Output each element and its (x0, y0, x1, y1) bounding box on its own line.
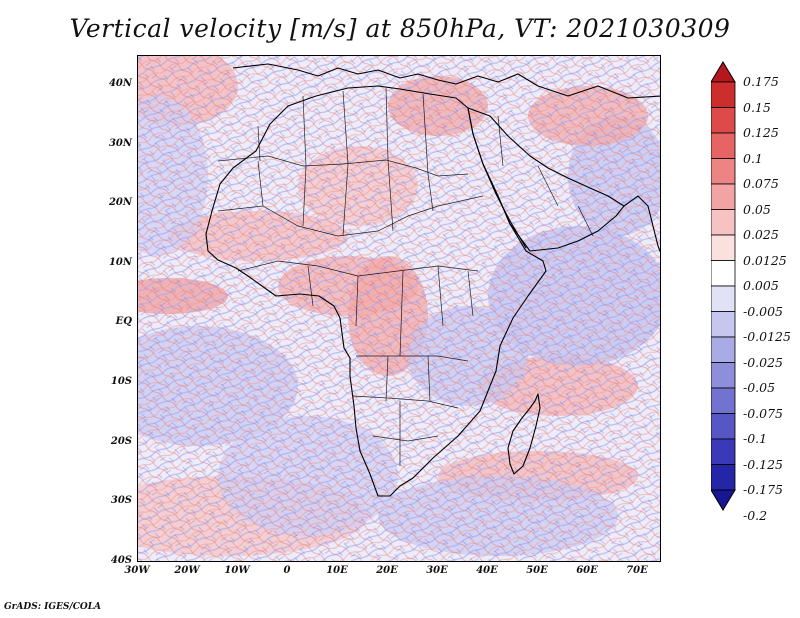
lon-label: 0 (283, 565, 291, 576)
colorbar-level-label: 0.075 (743, 176, 779, 191)
colorbar-segment (711, 336, 736, 363)
country-borders (217, 87, 594, 466)
lat-label: 40N (108, 78, 132, 89)
colorbar-segment (711, 362, 736, 389)
colorbar-level-label: 0.175 (743, 74, 779, 89)
lon-label: 20W (174, 565, 200, 576)
map-panel (137, 55, 661, 562)
lon-label: 30E (426, 565, 448, 576)
lat-label: 30N (108, 137, 132, 149)
colorbar-level-label: 0.125 (743, 125, 779, 140)
lon-label: 50E (526, 565, 548, 576)
colorbar-level-label: 0.0125 (743, 252, 787, 268)
map-title: Vertical velocity [m/s] at 850hPa, VT: 2… (69, 14, 731, 43)
colorbar-level-label: -0.175 (743, 482, 784, 497)
colorbar-level-label: -0.075 (743, 405, 784, 421)
lon-label: 10E (326, 565, 348, 576)
colorbar-segment (711, 234, 736, 261)
colorbar-level-label: -0.005 (743, 303, 784, 319)
lat-label: 40S (110, 554, 132, 566)
colorbar-min-arrow (711, 489, 736, 511)
field-texture-secondary (138, 56, 660, 561)
colorbar-segment (711, 81, 736, 108)
colorbar-segment (711, 311, 736, 338)
colorbar-segment (711, 132, 736, 159)
colorbar-segment (711, 260, 736, 287)
india-coastline (623, 195, 660, 253)
lat-label: 10N (108, 256, 132, 268)
lat-label: 20N (108, 197, 132, 209)
colorbar (711, 61, 736, 511)
colorbar-level-label: -0.025 (743, 354, 784, 370)
colorbar-segment (711, 413, 736, 440)
colorbar-level-label: -0.2 (743, 507, 768, 523)
arabia-coastline (467, 107, 625, 252)
colorbar-level-label: -0.05 (743, 380, 776, 395)
lon-label: 30W (124, 565, 150, 576)
lat-label: EQ (115, 316, 132, 328)
colorbar-segment (711, 107, 736, 134)
vertical-velocity-field (138, 56, 660, 561)
colorbar-level-label: 0.1 (743, 150, 763, 166)
credit-text: GrADS: IGES/COLA (4, 602, 102, 612)
lon-label: 60E (576, 565, 598, 576)
madagascar-coastline (507, 393, 541, 475)
colorbar-level-label: -0.125 (743, 456, 784, 472)
lon-label: 70E (626, 565, 648, 576)
colorbar-level-label: 0.15 (743, 99, 771, 115)
colorbar-segment (711, 438, 736, 465)
colorbar-level-label: 0.025 (743, 227, 779, 242)
colorbar-segment (711, 209, 736, 236)
colorbar-segment (711, 464, 736, 491)
lat-label: 10S (110, 376, 132, 387)
colorbar-level-label: 0.005 (743, 278, 779, 293)
lon-label: 40E (476, 565, 498, 576)
colorbar-segment (711, 387, 736, 414)
lat-label: 20S (110, 435, 132, 447)
lon-label: 20E (376, 565, 398, 576)
colorbar-level-label: -0.0125 (743, 329, 791, 344)
lat-label: 30S (110, 495, 132, 507)
colorbar-max-arrow (711, 61, 736, 83)
coastlines (205, 63, 660, 497)
lon-label: 10W (224, 565, 250, 576)
colorbar-segment (711, 158, 736, 185)
africa-coastline (205, 85, 547, 497)
colorbar-segment (711, 285, 736, 312)
colorbar-segment (711, 183, 736, 210)
europe-coastline (232, 63, 660, 99)
colorbar-level-label: -0.1 (743, 431, 768, 446)
colorbar-level-label: 0.05 (743, 201, 771, 217)
red-sea (482, 163, 527, 249)
